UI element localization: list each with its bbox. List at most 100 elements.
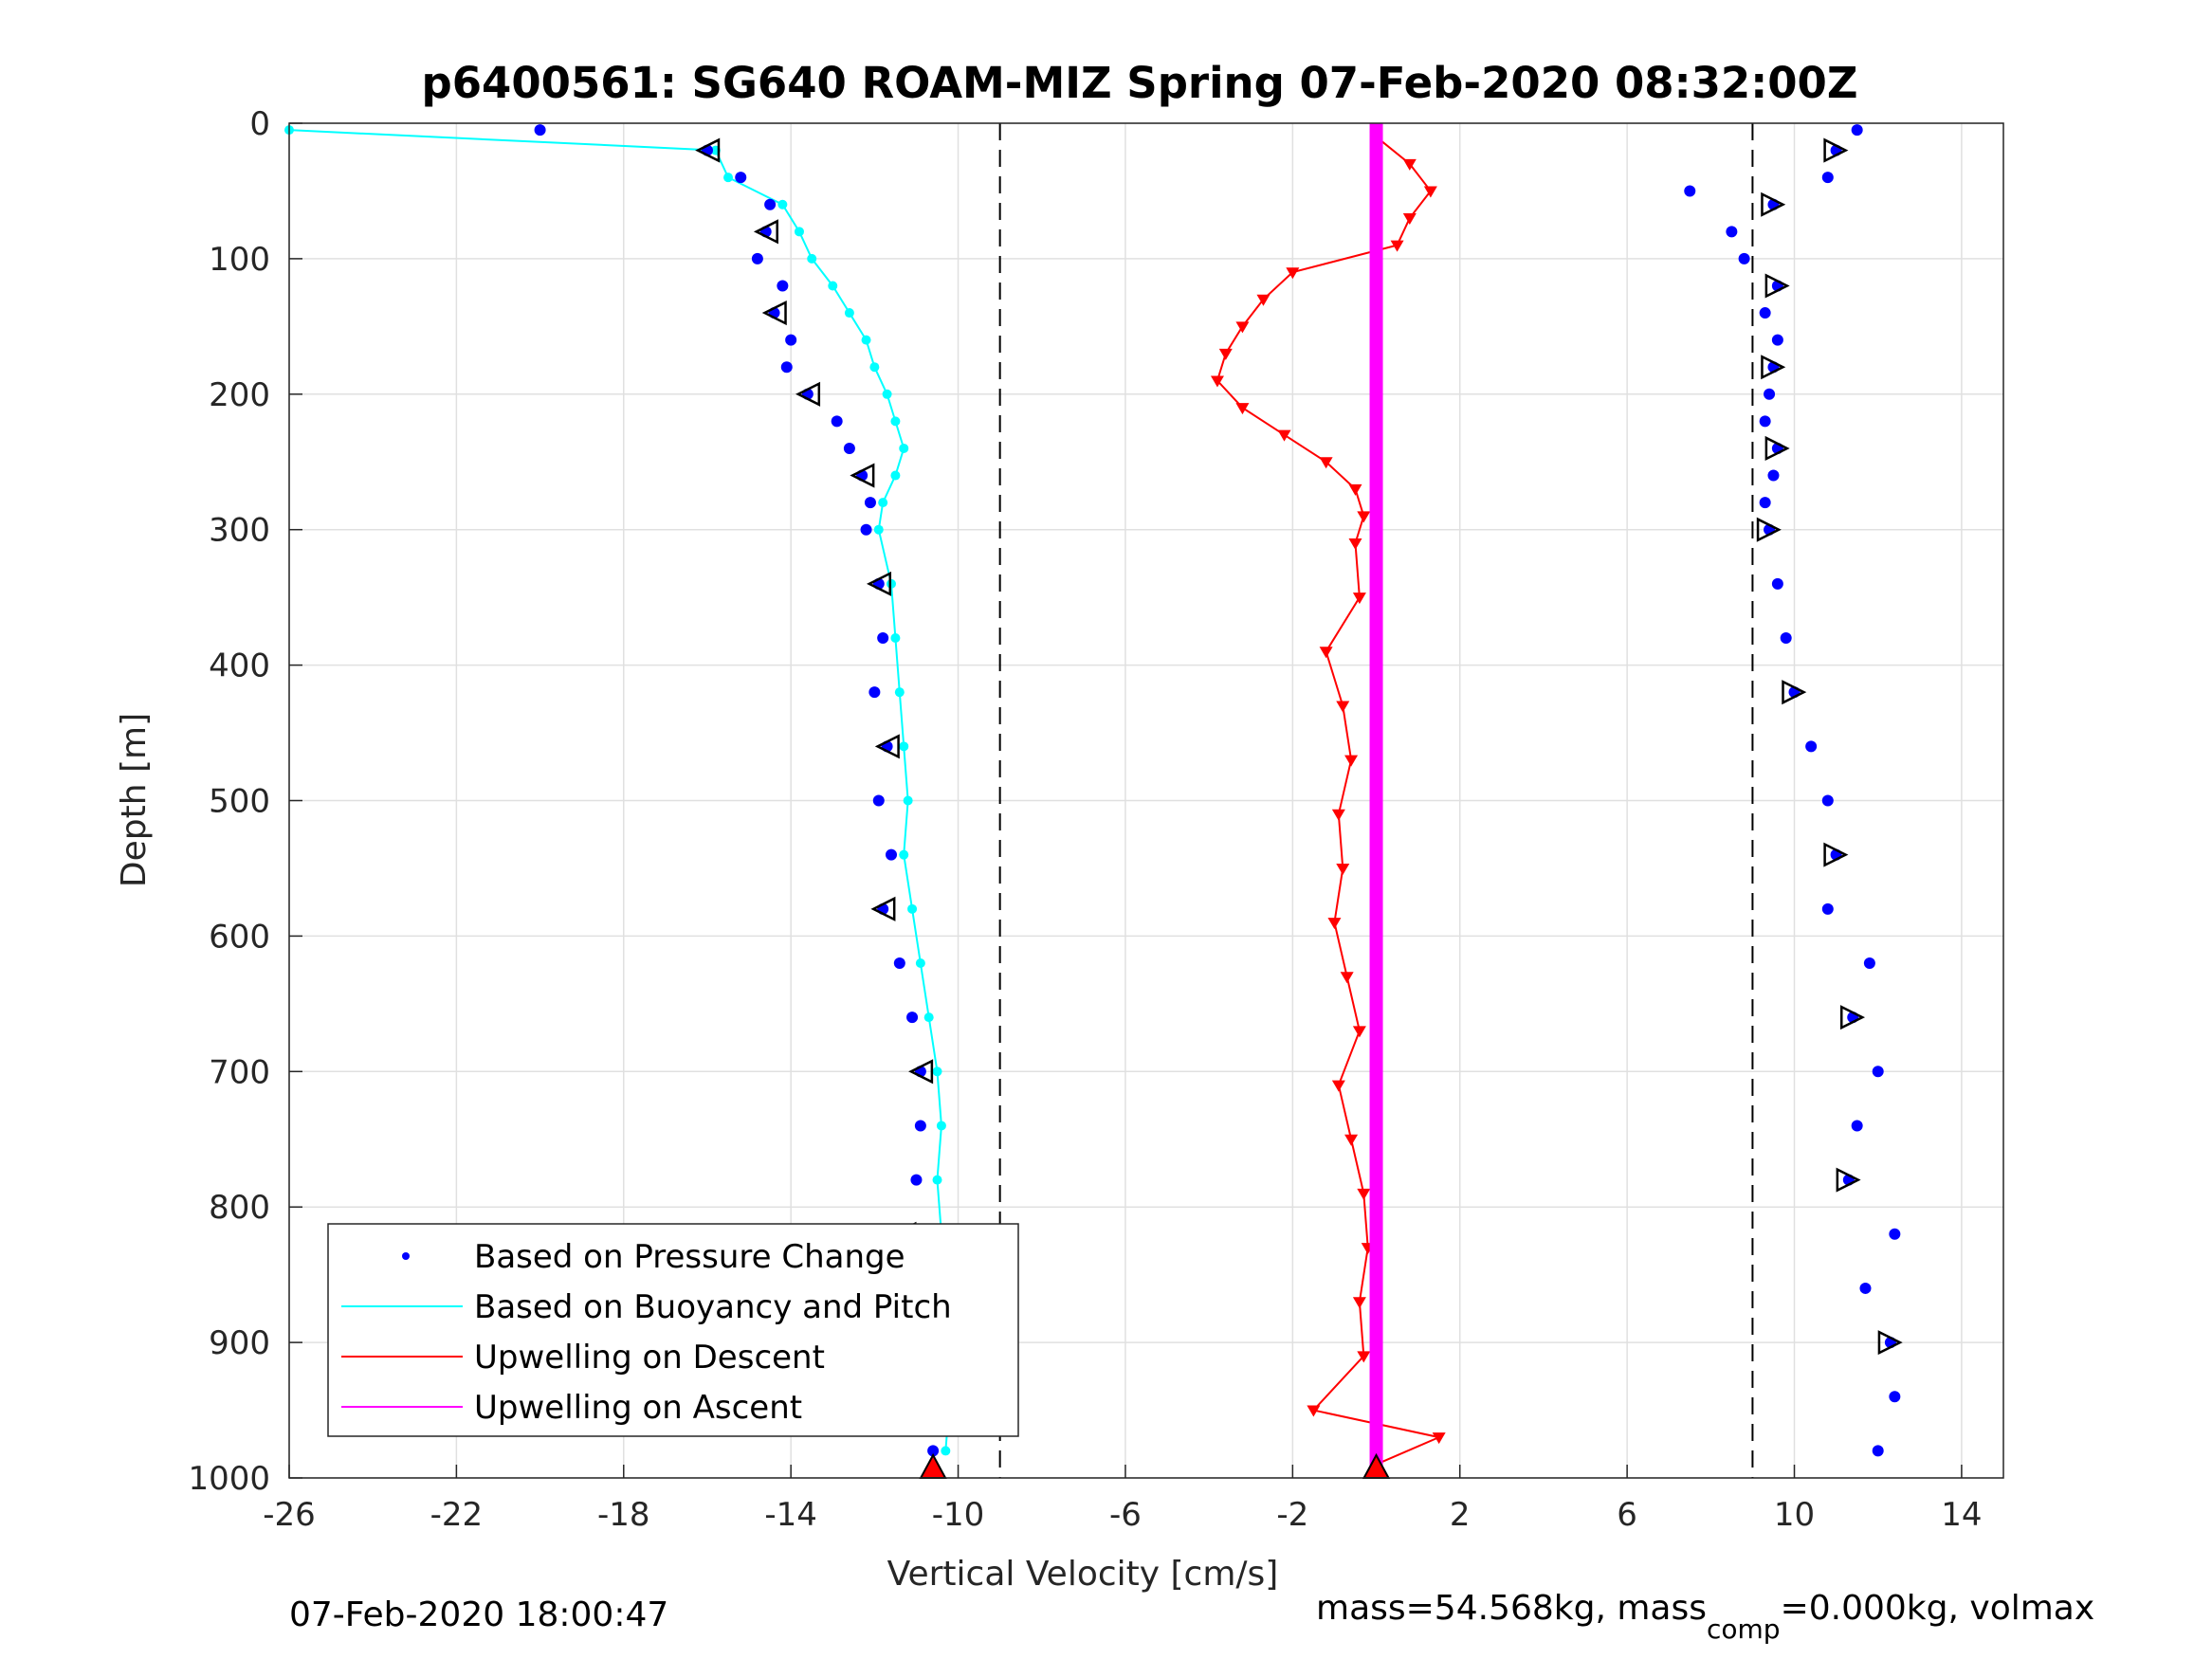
upwelling-descent-point [1352, 1026, 1366, 1038]
upwelling-descent-point [1402, 213, 1417, 226]
upwelling-descent-point [1423, 186, 1437, 198]
buoyancy-point [903, 795, 913, 806]
buoyancy-point [873, 524, 884, 535]
buoyancy-point [807, 253, 817, 264]
upwelling-descent-point [1331, 809, 1345, 821]
y-tick-label: 300 [209, 512, 270, 550]
ascent-pointer [1782, 680, 1807, 705]
descent-pointer [850, 463, 875, 488]
upwelling-descent-point [1357, 1188, 1371, 1200]
buoyancy-point [794, 227, 804, 237]
pressure-descent-point [831, 415, 843, 428]
buoyancy-point [723, 173, 734, 183]
ascent-pointer [1839, 1005, 1866, 1030]
pressure-descent-point [777, 280, 789, 292]
upwelling-descent-point [1327, 918, 1342, 930]
upwelling-descent-point [1336, 863, 1350, 875]
ascent-pointer [1823, 137, 1849, 163]
upwelling-descent-point [1336, 701, 1350, 713]
buoyancy-point [899, 443, 909, 453]
buoyancy-point [890, 633, 901, 644]
ascent-pointer [1823, 842, 1849, 867]
legend-label-descent: Upwelling on Descent [474, 1339, 825, 1376]
upwelling-descent-point [1277, 429, 1291, 442]
y-tick-label: 100 [209, 241, 270, 279]
pressure-ascent-point [1738, 252, 1750, 264]
x-axis-label: Vertical Velocity [cm/s] [887, 1555, 1279, 1594]
legend-label-ascent: Upwelling on Ascent [474, 1389, 802, 1427]
pressure-ascent-point [1759, 497, 1771, 509]
pressure-ascent-point [1872, 1066, 1884, 1078]
pressure-descent-point [872, 794, 885, 807]
pressure-ascent-point [1859, 1282, 1872, 1294]
buoyancy-point [844, 308, 854, 319]
pressure-ascent-point [1759, 415, 1771, 428]
pressure-ascent-point [1805, 740, 1818, 753]
pressure-descent-point [780, 361, 793, 374]
upwelling-descent-point [1307, 1405, 1321, 1417]
y-axis-ticks: 0 100 200 300 400 500 600 700 800 900 1000 [188, 105, 302, 1498]
x-tick-label: -18 [597, 1496, 650, 1534]
buoyancy-point [878, 498, 888, 508]
x-tick-label: -14 [764, 1496, 817, 1534]
upwelling-descent-point [1348, 538, 1362, 550]
upwelling-descent-point [1319, 457, 1333, 469]
pressure-descent-point [843, 442, 855, 454]
upwelling-descent-point [1402, 158, 1417, 171]
pressure-ascent-point [1726, 226, 1738, 238]
x-tick-label: 10 [1774, 1496, 1815, 1534]
upwelling-descent-point [1256, 294, 1271, 306]
footer-mass-suffix: =0.000kg, volmax [1781, 1589, 2095, 1628]
upwelling-descent-point [1331, 1080, 1345, 1092]
ascent-pointer [1764, 435, 1790, 461]
upwelling-descent-point [1357, 1351, 1371, 1363]
buoyancy-point [899, 741, 909, 752]
pressure-ascent-point [1851, 1120, 1863, 1132]
x-tick-label: 14 [1941, 1496, 1982, 1534]
pressure-descent-point [877, 632, 889, 645]
y-tick-label: 1000 [188, 1460, 270, 1498]
upwelling-descent-line [1216, 136, 1442, 1466]
legend-swatch-pressure [402, 1252, 410, 1260]
series-upwelling-descent [1210, 132, 1446, 1471]
buoyancy-point [828, 281, 838, 291]
y-tick-label: 800 [209, 1189, 270, 1227]
buoyancy-point [861, 335, 871, 345]
pressure-ascent-point [1771, 334, 1783, 346]
y-tick-label: 0 [249, 105, 270, 143]
pressure-ascent-point [1821, 172, 1834, 184]
upwelling-descent-point [1218, 348, 1233, 360]
buoyancy-point [890, 470, 901, 481]
upwelling-descent-point [1344, 755, 1359, 767]
pressure-ascent-point [1821, 902, 1834, 915]
pressure-descent-point [893, 957, 905, 969]
upwelling-descent-point [1235, 403, 1250, 415]
pressure-ascent-point [1764, 388, 1776, 400]
pressure-ascent-point [1771, 577, 1783, 590]
pressure-descent-point [906, 1012, 919, 1024]
footer-mass-sub: comp [1707, 1613, 1781, 1645]
upwelling-descent-point [1352, 1297, 1366, 1309]
pressure-ascent-point [1759, 307, 1771, 319]
y-tick-label: 700 [209, 1053, 270, 1091]
buoyancy-point [941, 1446, 951, 1456]
pressure-descent-point [785, 334, 797, 346]
upwelling-descent-point [1348, 483, 1362, 496]
pressure-descent-point [534, 124, 546, 137]
y-tick-label: 400 [209, 647, 270, 685]
pressure-ascent-point [1821, 794, 1834, 807]
upwelling-descent-point [1319, 647, 1333, 659]
buoyancy-point [869, 362, 880, 373]
buoyancy-point [936, 1121, 946, 1131]
x-tick-label: -6 [1109, 1496, 1142, 1534]
pressure-descent-point [751, 252, 763, 264]
upwelling-descent-point [1432, 1432, 1446, 1445]
pressure-descent-point [764, 198, 777, 210]
buoyancy-point [932, 1175, 942, 1185]
y-axis-label: Depth [m] [115, 713, 154, 887]
legend-label-buoyancy: Based on Buoyancy and Pitch [474, 1288, 952, 1326]
y-tick-label: 200 [209, 376, 270, 414]
upwelling-descent-point [1344, 1134, 1359, 1146]
footer-mass: mass=54.568kg, masscomp=0.000kg, volmax [1316, 1589, 2094, 1645]
